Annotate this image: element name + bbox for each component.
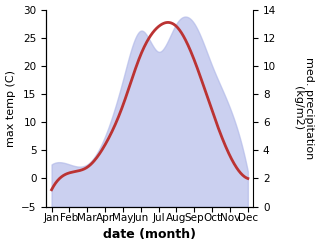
Y-axis label: max temp (C): max temp (C): [5, 70, 16, 147]
X-axis label: date (month): date (month): [103, 228, 196, 242]
Y-axis label: med. precipitation
(kg/m2): med. precipitation (kg/m2): [293, 57, 315, 159]
